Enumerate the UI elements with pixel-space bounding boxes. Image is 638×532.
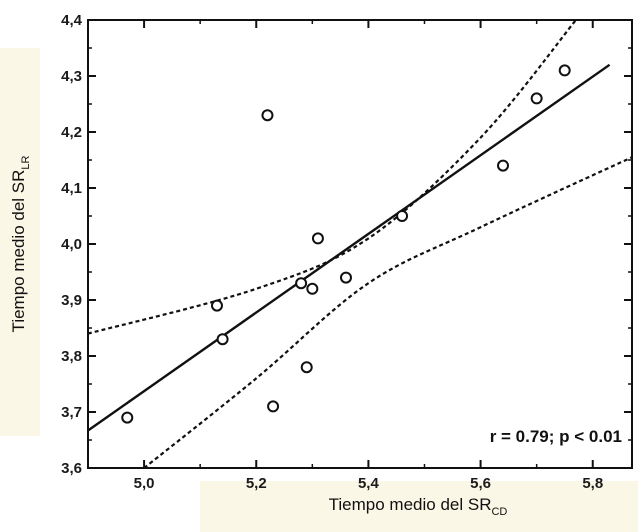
x-axis-tick-labels: 5,0 5,2 5,4 5,6 5,8 [134, 475, 604, 492]
y-tick-label: 3,9 [61, 292, 82, 309]
confidence-band-upper [87, 19, 577, 335]
data-point [497, 159, 510, 172]
data-point [339, 271, 352, 284]
x-tick-label: 5,4 [358, 475, 380, 492]
y-tick-label: 4,0 [61, 236, 82, 253]
correlation-annotation: r = 0.79; p < 0.01 [490, 427, 622, 446]
x-tick-label: 5,8 [582, 475, 603, 492]
data-point [396, 210, 409, 222]
y-tick-label: 4,2 [61, 124, 82, 141]
data-point [311, 232, 324, 245]
data-points [121, 64, 571, 424]
confidence-band-lower [143, 156, 633, 469]
x-axis-ticks [143, 20, 594, 468]
data-point [295, 277, 308, 290]
data-point [306, 282, 319, 295]
x-tick-label: 5,0 [134, 475, 155, 492]
x-axis-label-main: Tiempo medio del SR [329, 495, 492, 514]
y-tick-label: 4,3 [61, 68, 82, 85]
y-tick-label: 3,7 [61, 404, 82, 421]
y-axis-ticks [88, 19, 632, 469]
data-point [530, 92, 543, 105]
y-axis-label: Tiempo medio del SRLR [9, 155, 32, 332]
data-point [121, 411, 134, 424]
y-axis-label-main: Tiempo medio del SR [9, 170, 28, 333]
y-tick-label: 4,1 [61, 180, 82, 197]
data-point [300, 361, 313, 374]
y-axis-label-highlight [0, 48, 40, 436]
x-tick-label: 5,6 [470, 475, 491, 492]
x-tick-label: 5,2 [246, 475, 267, 492]
x-axis-label-highlight [200, 481, 638, 532]
y-axis-tick-labels: 3,6 3,7 3,8 3,9 4,0 4,1 4,2 4,3 4,4 [61, 12, 83, 477]
y-tick-label: 3,6 [61, 460, 82, 477]
y-tick-label: 4,4 [61, 12, 83, 29]
data-point [210, 299, 223, 312]
x-axis-label: Tiempo medio del SRCD [329, 495, 508, 518]
y-tick-label: 3,8 [61, 348, 82, 365]
y-axis-label-subscript: LR [20, 155, 32, 169]
data-point [216, 333, 229, 346]
regression-line [87, 63, 611, 432]
x-axis-label-subscript: CD [491, 506, 507, 518]
fit-lines [87, 19, 633, 469]
data-point [267, 400, 280, 413]
data-point [261, 109, 274, 122]
data-point [558, 64, 571, 77]
